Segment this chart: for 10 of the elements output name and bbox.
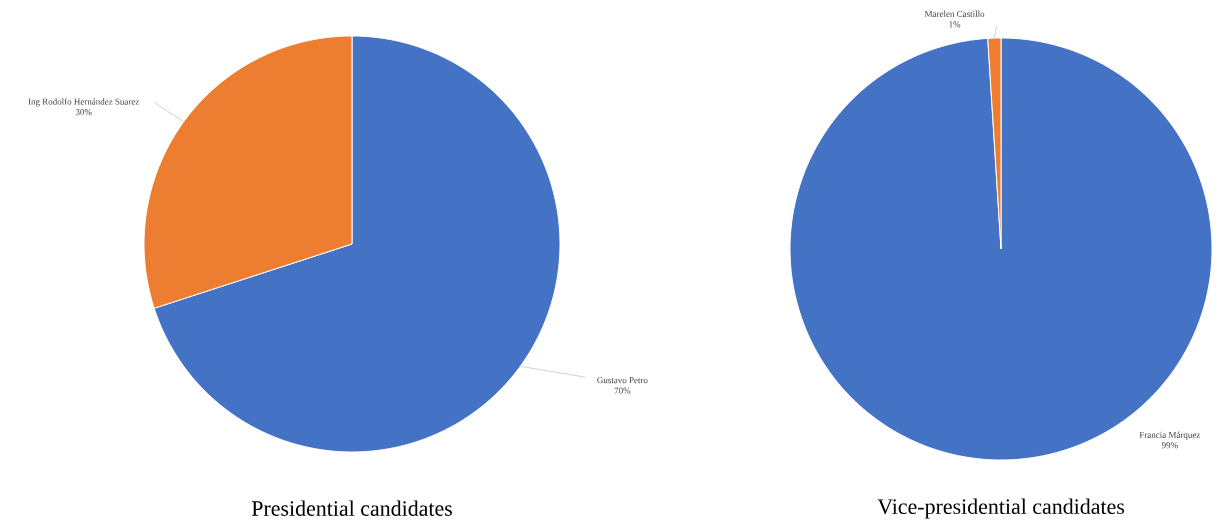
data-label: 99% (1161, 442, 1178, 449)
slice-label: Gustavo Petro (597, 377, 648, 384)
slice-label: Ing Rodolfo Hernández Suarez (28, 98, 140, 107)
data-label: 30% (75, 109, 92, 116)
slice-label: Marelen Castillo (924, 10, 985, 17)
data-label: 70% (614, 387, 631, 394)
data-label: 1% (949, 21, 961, 28)
text: Vice-presidential candidates (877, 498, 1125, 519)
text: Presidential candidates (251, 500, 452, 516)
slice-label: Francia Márquez (1139, 431, 1201, 440)
